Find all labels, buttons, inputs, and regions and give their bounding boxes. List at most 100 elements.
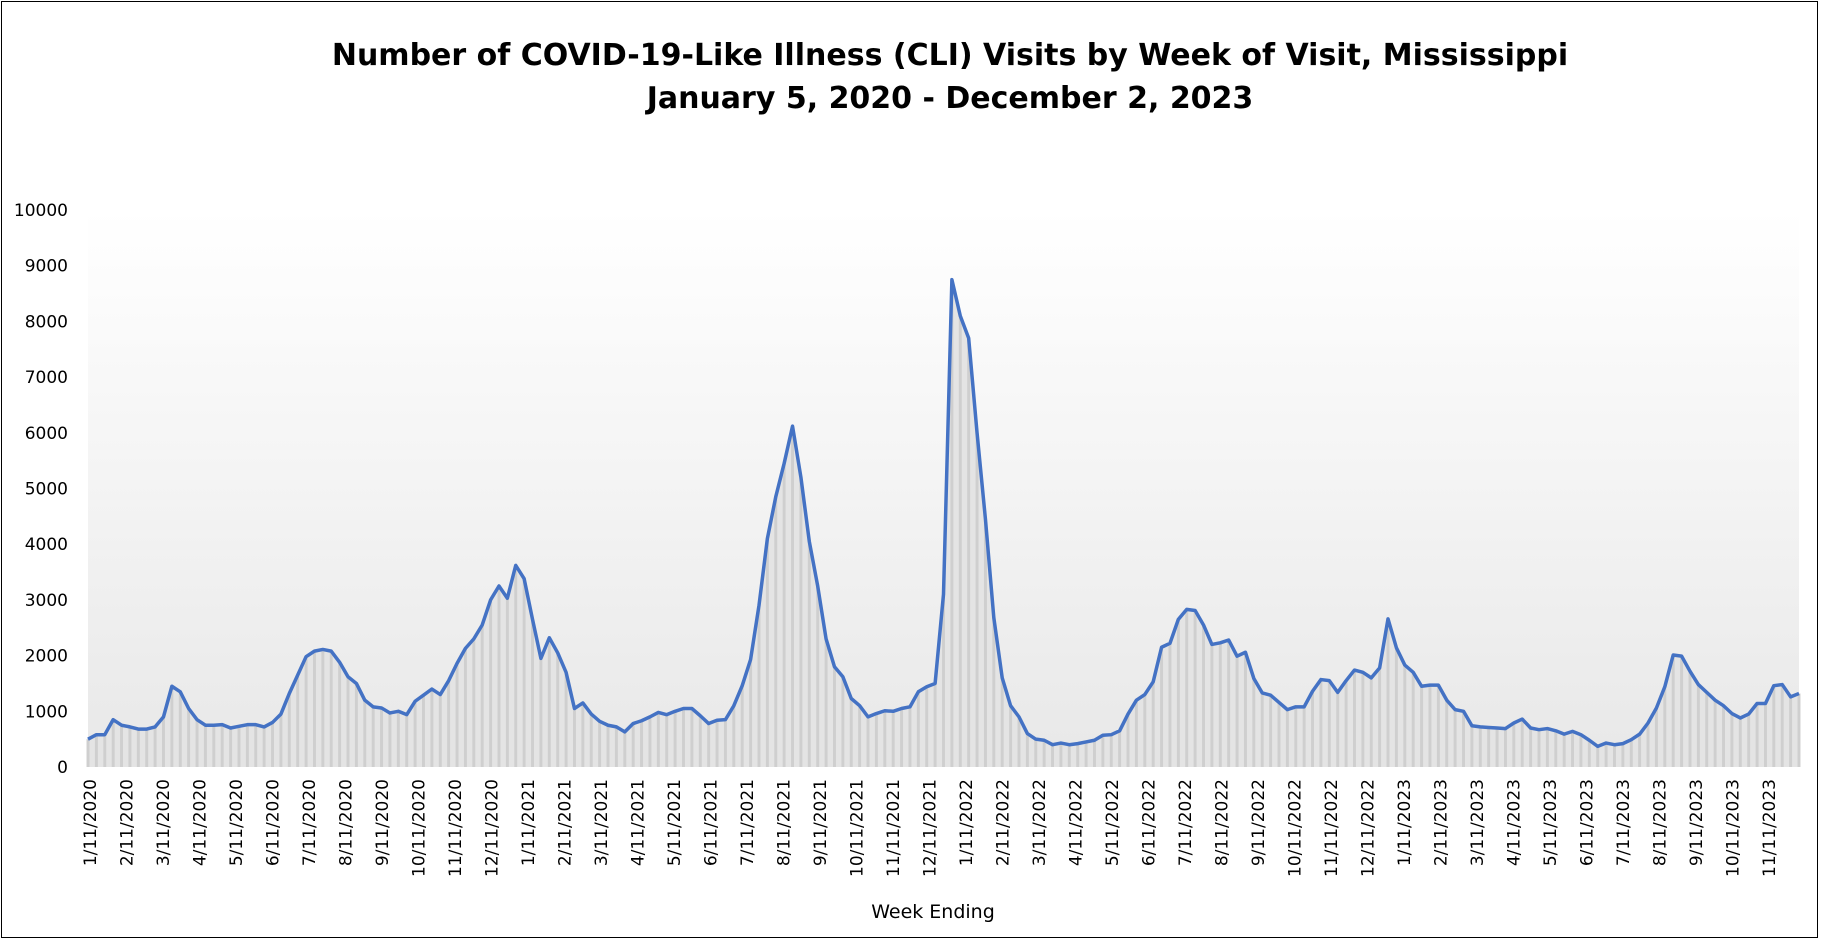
week-bar xyxy=(405,714,409,767)
x-tick-label: 9/11/2020 xyxy=(373,779,393,866)
week-bar xyxy=(1763,703,1767,767)
week-bar xyxy=(220,724,224,767)
week-bar xyxy=(1503,728,1507,767)
x-tick-label: 10/11/2022 xyxy=(1285,779,1305,877)
x-tick-label: 9/11/2022 xyxy=(1249,779,1269,866)
week-bar xyxy=(564,672,568,767)
x-tick-label: 2/11/2023 xyxy=(1431,779,1451,866)
week-bar xyxy=(631,723,635,767)
week-bar xyxy=(1487,727,1491,767)
week-bar xyxy=(1604,743,1608,767)
x-tick-label: 5/11/2020 xyxy=(227,779,247,866)
week-bar xyxy=(1713,700,1717,767)
week-bar xyxy=(1621,743,1625,767)
x-tick-label: 11/11/2021 xyxy=(884,779,904,877)
week-bar xyxy=(1034,739,1038,767)
week-bar xyxy=(732,705,736,767)
week-bar xyxy=(162,716,165,767)
week-bar xyxy=(614,726,618,767)
week-bar xyxy=(430,689,434,767)
week-bar xyxy=(1445,700,1449,767)
week-bar xyxy=(916,691,920,767)
week-bar xyxy=(640,720,644,767)
week-bar xyxy=(992,617,996,767)
week-bar xyxy=(312,651,316,767)
week-bar xyxy=(472,638,476,767)
week-bar xyxy=(1311,691,1315,767)
x-tick-label: 4/11/2021 xyxy=(628,779,648,866)
y-tick-label: 9000 xyxy=(25,257,68,277)
week-bar xyxy=(1109,734,1113,767)
x-tick-label: 9/11/2021 xyxy=(811,779,831,866)
week-bar xyxy=(1386,618,1390,767)
x-tick-label: 10/11/2021 xyxy=(847,779,867,877)
week-bar xyxy=(1218,642,1222,767)
week-bar xyxy=(690,708,694,767)
week-bar xyxy=(1084,741,1088,767)
x-tick-label: 11/11/2022 xyxy=(1322,779,1342,877)
x-tick-label: 2/11/2021 xyxy=(555,779,575,866)
week-bar xyxy=(1596,746,1600,767)
week-bar xyxy=(1285,709,1289,767)
week-bar xyxy=(1772,685,1776,767)
y-tick-label: 6000 xyxy=(25,424,68,444)
week-bar xyxy=(1797,693,1801,767)
y-tick-label: 3000 xyxy=(25,591,68,611)
week-bar xyxy=(178,691,182,767)
week-bar xyxy=(1646,723,1650,767)
week-bars xyxy=(86,279,1801,768)
week-bar xyxy=(1042,740,1046,767)
week-bar xyxy=(279,714,283,767)
week-bar xyxy=(925,686,929,767)
week-bar xyxy=(740,685,744,767)
series-line xyxy=(87,277,1800,749)
week-bar xyxy=(1168,643,1172,767)
week-bar xyxy=(237,726,241,767)
x-tick-label: 5/11/2021 xyxy=(665,779,685,866)
week-bar xyxy=(1738,717,1742,767)
week-bar xyxy=(1344,680,1348,767)
week-bar xyxy=(1537,729,1541,767)
x-tick-label: 3/11/2020 xyxy=(154,779,174,866)
week-bar xyxy=(1696,684,1700,767)
week-bar xyxy=(1252,678,1256,767)
week-bar xyxy=(1101,735,1105,767)
week-bar xyxy=(380,707,384,767)
week-bar xyxy=(1336,692,1340,767)
week-bar xyxy=(1680,656,1684,767)
week-bar xyxy=(338,662,342,767)
week-bar xyxy=(195,719,199,767)
week-bar xyxy=(1369,677,1373,767)
x-tick-label: 6/11/2023 xyxy=(1577,779,1597,866)
week-bar xyxy=(782,463,786,767)
week-bar xyxy=(1327,680,1331,767)
x-tick-label: 5/11/2022 xyxy=(1103,779,1123,866)
week-bar xyxy=(891,711,895,767)
week-bar xyxy=(866,716,870,767)
week-bar xyxy=(229,728,233,767)
week-bar xyxy=(363,700,367,767)
week-bar xyxy=(136,729,140,767)
week-bar xyxy=(1176,619,1180,767)
week-bar xyxy=(1143,694,1147,767)
x-tick-label: 2/11/2022 xyxy=(993,779,1013,866)
x-tick-label: 4/11/2022 xyxy=(1066,779,1086,866)
week-bar xyxy=(1638,734,1642,767)
week-bar xyxy=(749,659,753,767)
week-bar xyxy=(874,713,878,767)
week-bar xyxy=(304,656,308,767)
week-bar xyxy=(170,686,174,767)
x-tick-label: 1/11/2022 xyxy=(957,779,977,866)
week-bar xyxy=(1093,740,1096,767)
week-bar xyxy=(723,719,727,767)
x-tick-label: 8/11/2021 xyxy=(774,779,794,866)
week-bar xyxy=(824,638,828,767)
week-bar xyxy=(1394,647,1398,767)
week-bar xyxy=(396,711,400,767)
week-bar xyxy=(983,519,987,767)
week-bar xyxy=(1134,700,1138,767)
week-bar xyxy=(103,734,107,767)
x-axis-title: Week Ending xyxy=(871,901,995,923)
y-tick-label: 5000 xyxy=(25,480,68,500)
x-tick-label: 4/11/2020 xyxy=(190,779,210,866)
